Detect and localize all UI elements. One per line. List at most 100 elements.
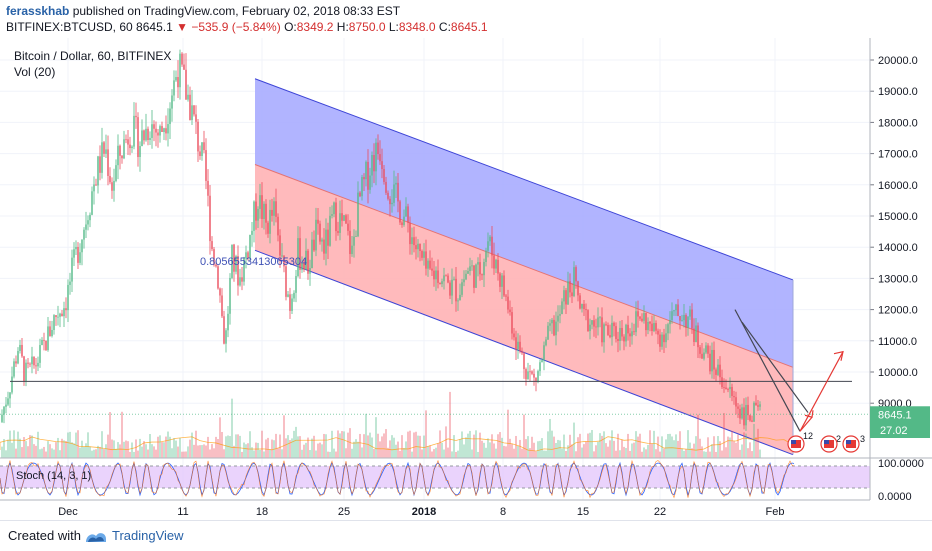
- candle-body: [223, 316, 225, 344]
- volume-bar: [337, 430, 339, 458]
- candle-body: [495, 259, 497, 269]
- volume-bar: [439, 430, 441, 458]
- volume-bar: [105, 444, 107, 458]
- volume-bar: [275, 433, 277, 458]
- tradingview-brand[interactable]: TradingView: [112, 528, 184, 543]
- us-flag-event-icon[interactable]: [820, 435, 838, 453]
- candle-body: [327, 229, 329, 246]
- candle-body: [191, 105, 193, 121]
- volume-bar: [495, 448, 497, 458]
- close-label: C:: [438, 20, 451, 34]
- us-flag-event-icon[interactable]: [787, 435, 805, 453]
- volume-bar: [15, 448, 17, 458]
- stoch-tick-label: 0.0000: [878, 491, 912, 503]
- candle-body: [409, 222, 411, 245]
- candle-body: [177, 77, 179, 88]
- candle-body: [529, 371, 531, 373]
- volume-bar: [473, 434, 475, 458]
- candle-body: [709, 353, 711, 372]
- candle-body: [457, 300, 459, 302]
- candle-body: [189, 94, 191, 121]
- volume-bar: [647, 444, 649, 458]
- candle-body: [87, 220, 89, 225]
- candle-body: [339, 213, 341, 233]
- volume-bar: [237, 434, 239, 458]
- volume-bar: [721, 450, 723, 458]
- candle-body: [347, 223, 349, 231]
- candle-body: [307, 250, 309, 274]
- price-chart[interactable]: 12243 20000.019000.018000.017000.016000.…: [0, 38, 932, 520]
- volume-bar: [581, 447, 583, 458]
- candle-body: [355, 236, 357, 238]
- candle-body: [485, 250, 487, 262]
- volume-bar: [671, 436, 673, 458]
- candle-body: [481, 274, 483, 276]
- candle-body: [521, 351, 523, 354]
- volume-bar: [715, 451, 717, 458]
- candle-body: [517, 341, 519, 350]
- volume-bar: [673, 440, 675, 458]
- volume-bar: [405, 441, 407, 458]
- volume-bar: [121, 411, 123, 458]
- candle-body: [419, 243, 421, 251]
- candle-body: [333, 202, 335, 215]
- volume-bar: [613, 440, 615, 458]
- candle-body: [623, 336, 625, 342]
- candle-body: [467, 271, 469, 274]
- candle-body: [411, 237, 413, 245]
- volume-bar: [531, 436, 533, 458]
- open-value: 8349.2: [296, 20, 334, 34]
- volume-bar: [543, 450, 545, 458]
- candle-body: [423, 251, 425, 258]
- candle-body: [261, 195, 263, 220]
- volume-bar: [77, 430, 79, 458]
- volume-bar: [83, 446, 85, 458]
- candle-body: [263, 203, 265, 220]
- volume-bar: [679, 431, 681, 458]
- candle-body: [153, 124, 155, 129]
- candle-body: [427, 260, 429, 269]
- volume-bar: [295, 426, 297, 458]
- volume-bar: [515, 435, 517, 458]
- candle-body: [93, 184, 95, 192]
- volume-bar: [209, 449, 211, 458]
- candle-body: [351, 245, 353, 255]
- candle-body: [739, 408, 741, 419]
- volume-bar: [709, 451, 711, 458]
- volume-bar: [351, 448, 353, 458]
- candle-body: [429, 260, 431, 269]
- volume-bar: [653, 430, 655, 458]
- price-tick-label: 13000.0: [878, 273, 918, 285]
- volume-bar: [305, 442, 307, 458]
- candle-body: [71, 257, 73, 282]
- low-label: L:: [388, 20, 399, 34]
- candle-body: [167, 124, 169, 134]
- volume-bar: [493, 443, 495, 458]
- candle-body: [663, 334, 665, 343]
- candle-body: [353, 236, 355, 246]
- volume-bar: [701, 446, 703, 458]
- chart-area[interactable]: 12243 20000.019000.018000.017000.016000.…: [0, 38, 932, 520]
- candle-body: [717, 364, 719, 375]
- volume-bar: [551, 430, 553, 458]
- author-name[interactable]: ferasskhab: [6, 4, 70, 18]
- candle-body: [687, 316, 689, 328]
- candle-body: [345, 215, 347, 224]
- us-flag-event-icon[interactable]: [842, 435, 860, 453]
- candle-body: [397, 182, 399, 202]
- candle-body: [15, 361, 17, 364]
- candle-body: [581, 303, 583, 309]
- volume-bar: [201, 445, 203, 458]
- volume-bar: [259, 449, 261, 458]
- volume-bar: [489, 442, 491, 458]
- volume-bar: [291, 438, 293, 458]
- volume-bar: [459, 439, 461, 458]
- volume-bar: [727, 436, 729, 458]
- price-tick-label: 20000.0: [878, 55, 918, 67]
- candle-body: [299, 238, 301, 270]
- candle-body: [669, 320, 671, 325]
- candle-body: [117, 145, 119, 166]
- volume-bar: [59, 450, 61, 458]
- volume-bar: [579, 433, 581, 458]
- volume-bar: [23, 437, 25, 458]
